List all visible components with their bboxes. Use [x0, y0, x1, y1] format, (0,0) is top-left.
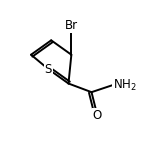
Text: NH$_2$: NH$_2$	[113, 77, 137, 92]
Text: Br: Br	[65, 19, 78, 32]
Text: O: O	[93, 109, 102, 122]
Text: S: S	[45, 63, 52, 76]
